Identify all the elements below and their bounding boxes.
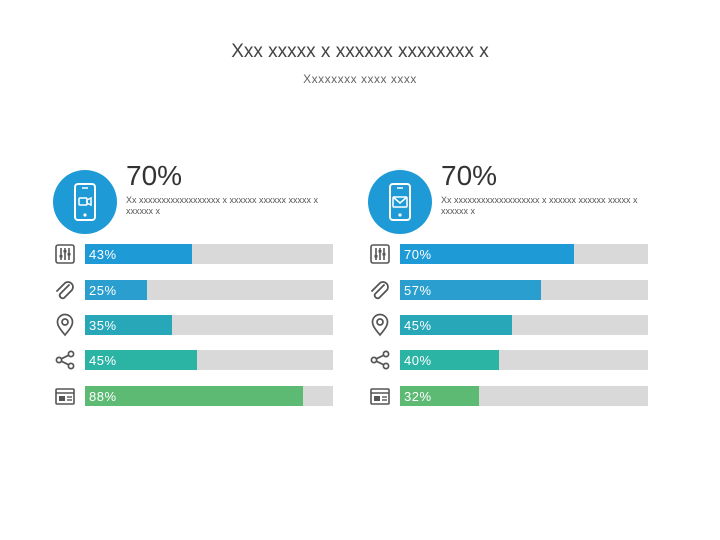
bar-row: 25% — [53, 278, 335, 302]
chip-card-icon — [53, 384, 77, 408]
paperclip-icon — [53, 278, 77, 302]
bar-fill — [85, 315, 172, 335]
bar-fill — [400, 386, 480, 406]
location-pin-icon — [368, 313, 392, 337]
page-subtitle: Xxxxxxxx xxxx xxxx — [303, 72, 417, 86]
bar-row: 35% — [53, 313, 335, 337]
bar-row: 45% — [368, 313, 650, 337]
bar-fill — [85, 386, 304, 406]
bar-value-label: 43% — [89, 247, 117, 262]
bar-fill — [85, 244, 192, 264]
page-title: Xxx xxxxx x xxxxxx xxxxxxxx x — [231, 41, 489, 62]
bar-track: 32% — [400, 386, 648, 406]
bar-row: 40% — [368, 348, 650, 372]
bar-row: 70% — [368, 242, 650, 266]
bar-track: 45% — [400, 315, 648, 335]
bar-track: 45% — [85, 350, 333, 370]
bar-value-label: 32% — [404, 389, 432, 404]
bar-track: 57% — [400, 280, 648, 300]
bar-fill — [400, 350, 500, 370]
share-icon — [368, 348, 392, 372]
bar-track: 25% — [85, 280, 333, 300]
bar-fill — [400, 315, 512, 335]
bar-row: 43% — [53, 242, 335, 266]
bar-value-label: 40% — [404, 353, 432, 368]
chart-panel-right: 70% Xx xxxxxxxxxxxxxxxxxxx x xxxxxx xxxx… — [368, 160, 668, 420]
paperclip-icon — [368, 278, 392, 302]
bar-value-label: 57% — [404, 283, 432, 298]
headline-percent: 70% — [441, 160, 498, 191]
bar-track: 35% — [85, 315, 333, 335]
bar-track: 43% — [85, 244, 333, 264]
bar-value-label: 70% — [404, 247, 432, 262]
bar-value-label: 45% — [404, 318, 432, 333]
bar-fill — [400, 244, 574, 264]
panel-description: Xx xxxxxxxxxxxxxxxxxxx x xxxxxx xxxxxx x… — [441, 195, 638, 216]
bar-value-label: 25% — [89, 283, 117, 298]
bar-value-label: 35% — [89, 318, 117, 333]
bar-value-label: 88% — [89, 389, 117, 404]
bar-row: 32% — [368, 384, 650, 408]
bar-track: 88% — [85, 386, 333, 406]
bar-fill — [85, 350, 197, 370]
sliders-icon — [53, 242, 77, 266]
bar-row: 88% — [53, 384, 335, 408]
bar-fill — [400, 280, 542, 300]
bar-track: 70% — [400, 244, 648, 264]
bar-row: 45% — [53, 348, 335, 372]
sliders-icon — [368, 242, 392, 266]
location-pin-icon — [53, 313, 77, 337]
smartphone-video-icon — [53, 170, 117, 234]
share-icon — [53, 348, 77, 372]
bar-fill — [85, 280, 147, 300]
bar-value-label: 45% — [89, 353, 117, 368]
chart-panel-left: 70% Xx xxxxxxxxxxxxxxxxxx x xxxxxx xxxxx… — [53, 160, 353, 420]
bar-track: 40% — [400, 350, 648, 370]
headline-percent: 70% — [126, 160, 183, 191]
chip-card-icon — [368, 384, 392, 408]
smartphone-mail-icon — [368, 170, 432, 234]
bar-row: 57% — [368, 278, 650, 302]
panel-description: Xx xxxxxxxxxxxxxxxxxx x xxxxxx xxxxxx xx… — [126, 195, 319, 216]
